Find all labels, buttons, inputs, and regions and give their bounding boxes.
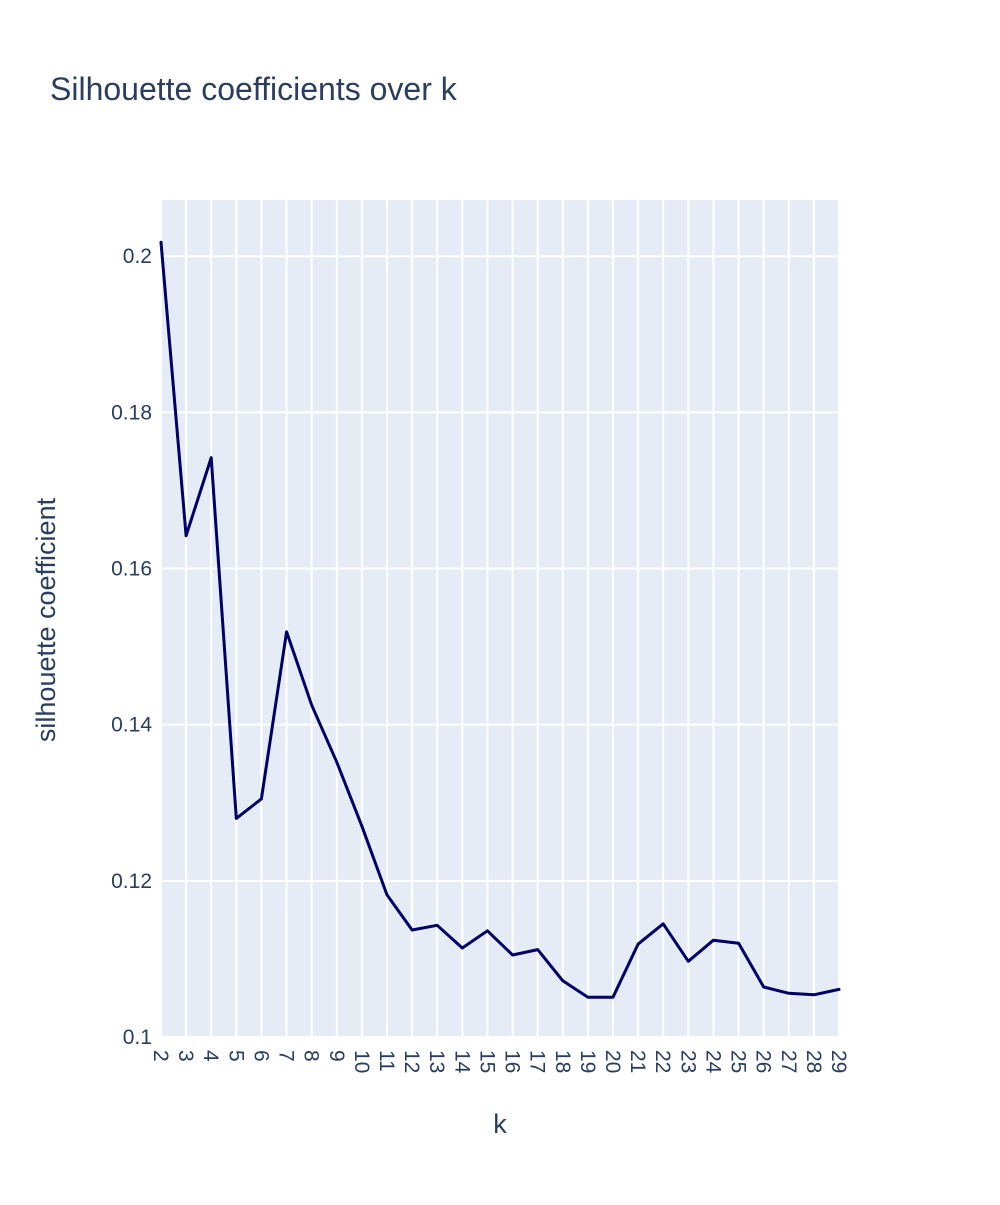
x-tick-label: 17 xyxy=(526,1050,549,1073)
y-tick-label: 0.18 xyxy=(111,401,152,424)
x-tick-label: 23 xyxy=(676,1050,699,1073)
x-tick-label: 5 xyxy=(224,1050,247,1062)
x-axis-title: k xyxy=(493,1109,507,1139)
x-tick-label: 15 xyxy=(475,1050,498,1073)
y-tick-label: 0.2 xyxy=(123,245,152,268)
x-tick-label: 25 xyxy=(727,1050,750,1073)
x-tick-label: 14 xyxy=(450,1050,473,1074)
x-tick-label: 7 xyxy=(275,1050,298,1062)
plot-area xyxy=(161,200,839,1037)
y-tick-label: 0.1 xyxy=(123,1026,152,1049)
y-tick-labels: 0.1 0.12 0.14 0.16 0.18 0.2 xyxy=(111,245,152,1049)
x-tick-label: 10 xyxy=(350,1050,373,1073)
x-tick-label: 26 xyxy=(752,1050,775,1073)
x-tick-label: 13 xyxy=(425,1050,448,1073)
y-axis-title: silhouette coefficient xyxy=(31,497,61,742)
x-tick-label: 6 xyxy=(249,1050,272,1062)
x-tick-label: 2 xyxy=(149,1050,172,1062)
x-tick-label: 19 xyxy=(576,1050,599,1073)
x-tick-label: 28 xyxy=(802,1050,825,1073)
y-tick-label: 0.14 xyxy=(111,714,152,737)
x-tick-label: 21 xyxy=(626,1050,649,1073)
x-tick-label: 4 xyxy=(199,1050,222,1062)
x-tick-label: 11 xyxy=(375,1050,398,1072)
y-tick-label: 0.12 xyxy=(111,870,152,893)
x-tick-label: 12 xyxy=(400,1050,423,1073)
x-tick-label: 27 xyxy=(777,1050,800,1073)
x-tick-label: 18 xyxy=(551,1050,574,1073)
x-tick-label: 22 xyxy=(651,1050,674,1073)
y-tick-label: 0.16 xyxy=(111,558,152,581)
x-tick-label: 8 xyxy=(300,1050,323,1062)
x-tick-label: 20 xyxy=(601,1050,624,1073)
x-tick-label: 29 xyxy=(827,1050,850,1073)
x-tick-label: 16 xyxy=(501,1050,524,1073)
chart-title: Silhouette coefficients over k xyxy=(50,71,458,107)
x-tick-label: 9 xyxy=(325,1050,348,1062)
x-tick-label: 3 xyxy=(174,1050,197,1062)
x-tick-label: 24 xyxy=(701,1050,724,1074)
